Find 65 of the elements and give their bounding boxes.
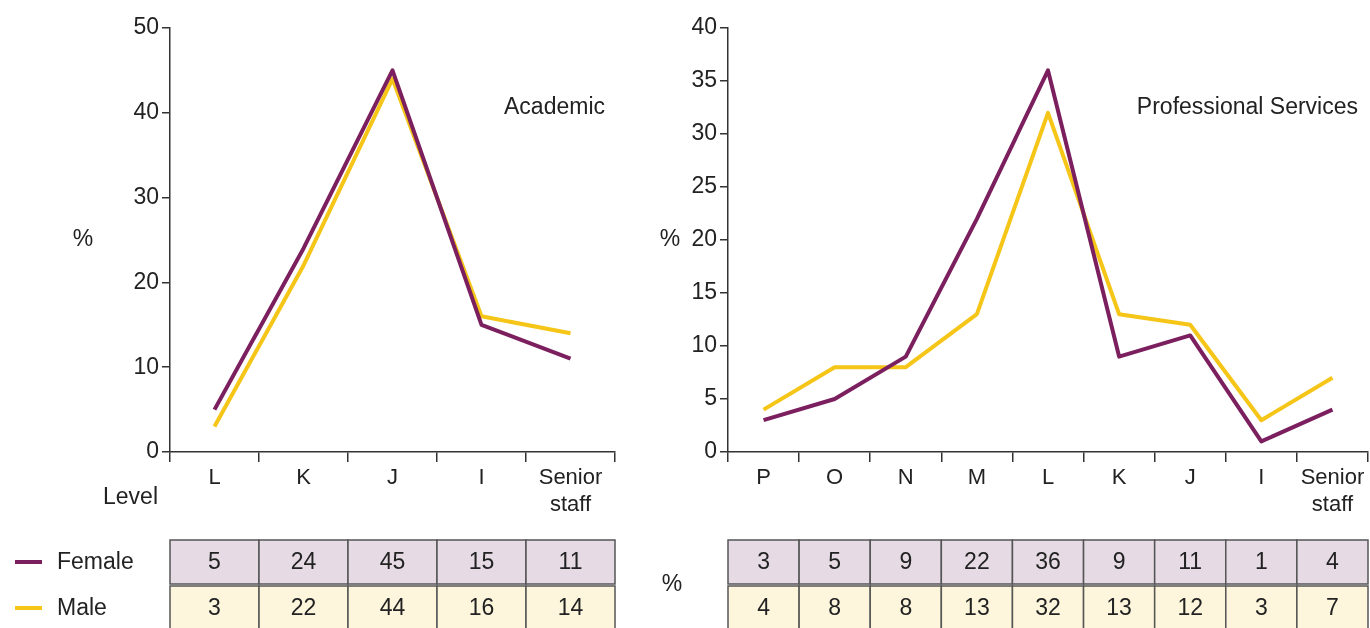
x-tick-label: J xyxy=(387,464,398,490)
data-label: 24 xyxy=(290,548,317,575)
y-axis-title: % xyxy=(72,225,94,252)
data-label: 16 xyxy=(468,594,495,621)
x-tick-label: P xyxy=(756,464,771,490)
x-axis-title: Level xyxy=(103,483,158,510)
x-tick-label: O xyxy=(826,464,844,490)
data-label: 9 xyxy=(1112,548,1126,575)
data-label: 3 xyxy=(1254,594,1268,621)
y-tick-label: 40 xyxy=(133,98,159,125)
data-label: 11 xyxy=(1178,548,1203,575)
legend-label: Female xyxy=(57,548,134,575)
x-tick-label: N xyxy=(897,464,914,490)
data-label: 7 xyxy=(1326,594,1339,621)
x-tick-label: K xyxy=(296,464,312,490)
x-tick-label: M xyxy=(967,464,987,490)
legend-label: Male xyxy=(57,594,107,621)
data-label: 1 xyxy=(1254,548,1268,575)
x-tick-label: L xyxy=(208,464,221,490)
data-label: 3 xyxy=(208,594,221,621)
data-label: 8 xyxy=(828,594,842,621)
y-tick-label: 50 xyxy=(133,13,159,40)
data-label: 11 xyxy=(558,548,583,575)
x-tick-label: I xyxy=(1258,464,1265,490)
y-tick-label: 15 xyxy=(691,278,717,305)
y-tick-label: 0 xyxy=(704,437,717,464)
data-label: 32 xyxy=(1035,594,1061,621)
text: Academic xyxy=(504,93,605,120)
data-label: 4 xyxy=(757,594,771,621)
y-tick-label: 10 xyxy=(691,331,717,358)
data-label: 22 xyxy=(290,594,317,621)
data-label: 8 xyxy=(899,594,913,621)
y-tick-label: 10 xyxy=(133,352,159,379)
y-tick-label: 25 xyxy=(691,172,717,199)
x-tick-label: L xyxy=(1041,464,1055,490)
y-tick-label: 20 xyxy=(133,267,159,294)
data-label: 22 xyxy=(964,548,990,575)
text: Professional Services xyxy=(1136,93,1358,120)
data-label: 44 xyxy=(379,594,406,621)
data-label: 12 xyxy=(1177,594,1204,621)
data-label: 15 xyxy=(468,548,495,575)
y-tick-label: 20 xyxy=(691,225,717,252)
data-label: 45 xyxy=(379,548,406,575)
x-tick-label: Senior staff xyxy=(1300,464,1365,516)
data-label: 5 xyxy=(828,548,842,575)
y-tick-label: 30 xyxy=(691,119,717,146)
y-tick-label: 5 xyxy=(704,384,717,411)
data-label: 5 xyxy=(208,548,221,575)
x-tick-label: I xyxy=(478,464,485,490)
x-tick-label: J xyxy=(1184,464,1196,490)
y-axis-title: % xyxy=(659,225,681,252)
data-label: 13 xyxy=(1106,594,1132,621)
text: % xyxy=(661,570,683,597)
data-label: 14 xyxy=(557,594,584,621)
x-tick-label: K xyxy=(1111,464,1127,490)
data-label: 3 xyxy=(757,548,770,575)
data-label: 13 xyxy=(964,594,990,621)
data-label: 36 xyxy=(1035,548,1061,575)
y-tick-label: 0 xyxy=(146,437,159,464)
y-tick-label: 30 xyxy=(133,182,159,209)
x-tick-label: Senior staff xyxy=(538,464,603,516)
data-label: 9 xyxy=(899,548,913,575)
y-tick-label: 40 xyxy=(691,13,717,40)
y-tick-label: 35 xyxy=(691,66,717,93)
data-label: 4 xyxy=(1326,548,1340,575)
